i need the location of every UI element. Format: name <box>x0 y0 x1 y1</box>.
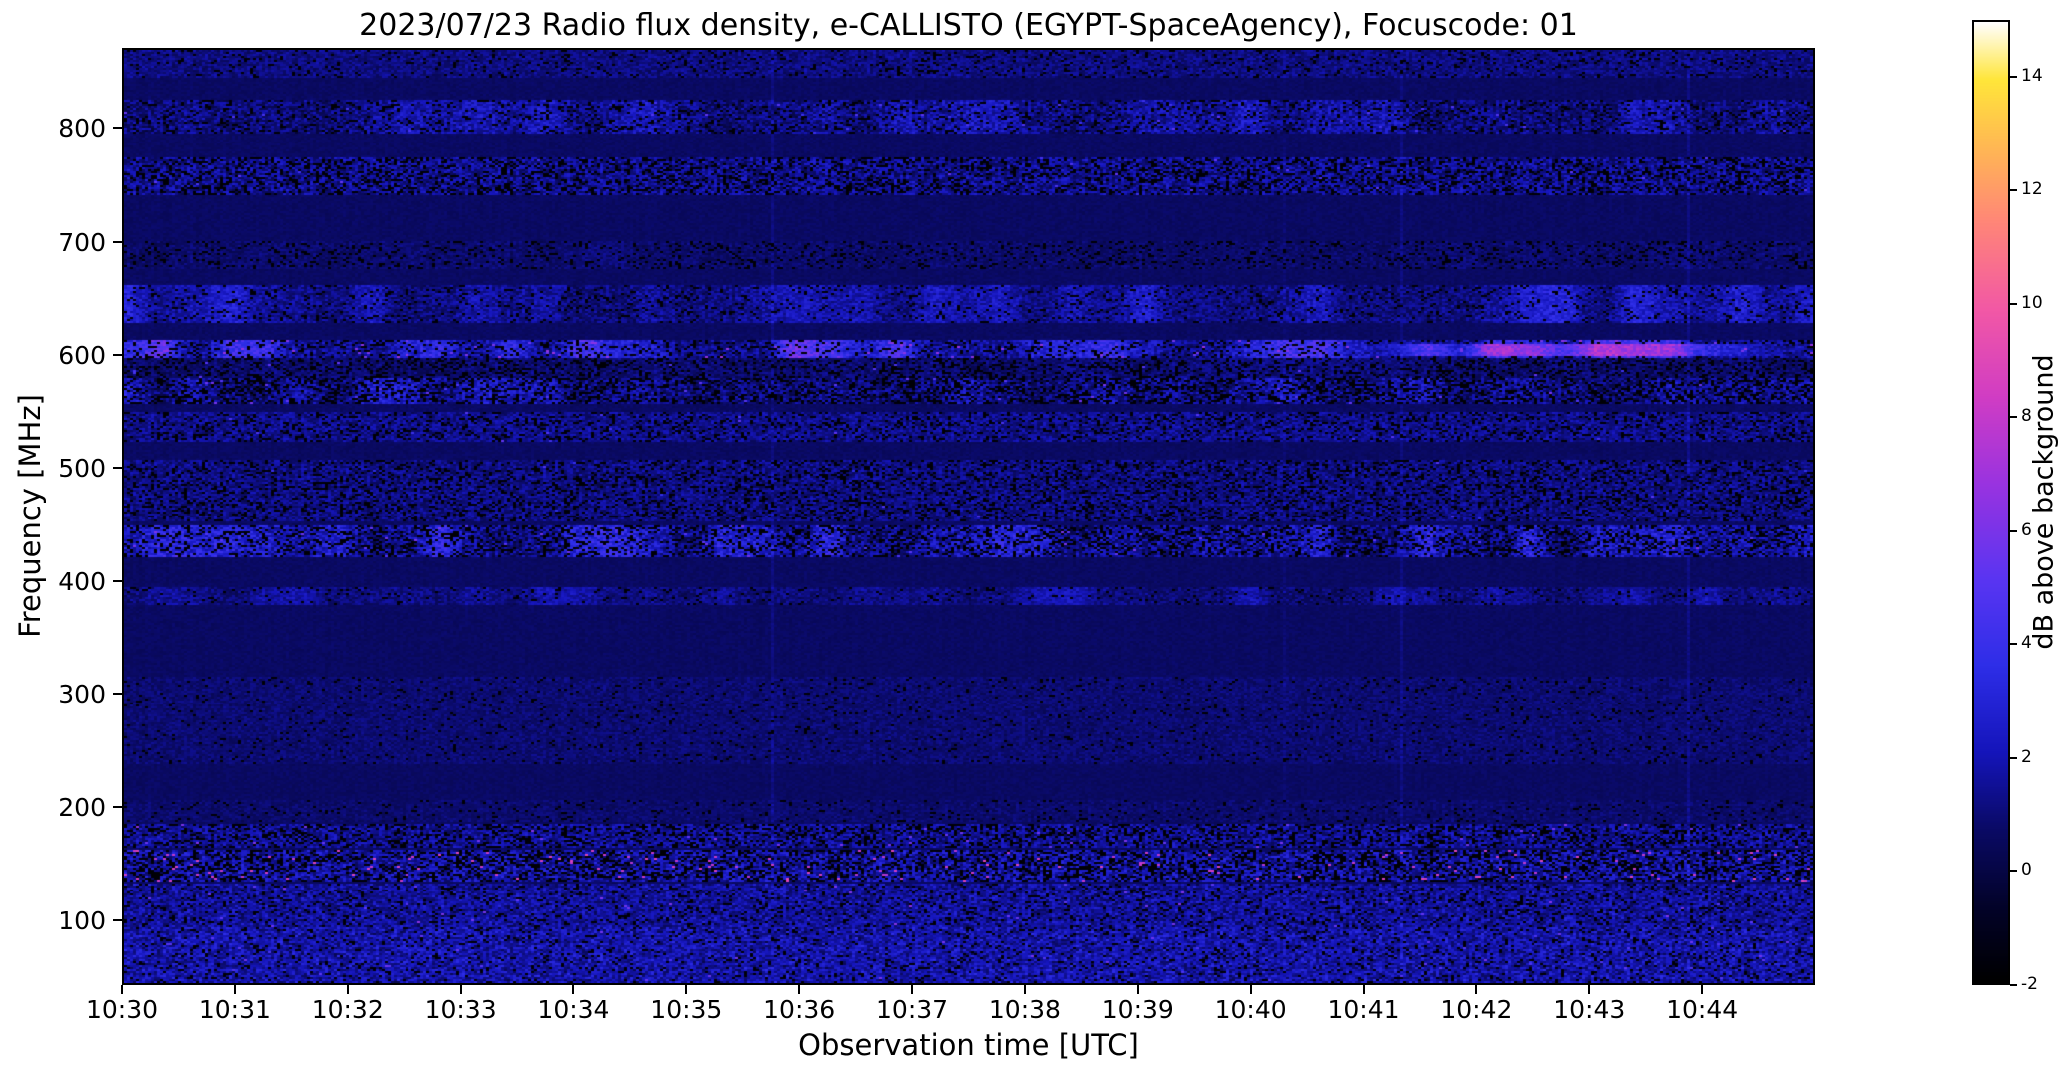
y-tick-label: 300 <box>58 680 106 710</box>
x-tick-label: 10:30 <box>85 995 159 1024</box>
colorbar-tick-label: 8 <box>2021 406 2032 427</box>
colorbar-tick-label: 14 <box>2021 65 2043 86</box>
y-tick-label: 600 <box>58 340 106 370</box>
colorbar-tick-label: 12 <box>2021 179 2043 200</box>
colorbar-tick-label: 10 <box>2021 292 2043 313</box>
x-tick-label: 10:42 <box>1440 995 1513 1024</box>
x-tick-label: 10:33 <box>424 995 497 1024</box>
y-axis-label: Frequency [MHz] <box>13 394 47 638</box>
x-tick-label: 10:38 <box>988 995 1061 1024</box>
y-tick-mark <box>113 240 122 243</box>
colorbar-tick-mark <box>2010 984 2017 986</box>
y-tick-mark <box>113 693 122 696</box>
colorbar-tick-mark <box>2010 75 2017 78</box>
x-tick-label: 10:41 <box>1327 995 1400 1024</box>
y-tick-mark <box>113 353 122 356</box>
y-tick-mark <box>113 127 122 130</box>
y-tick-label: 400 <box>58 567 106 596</box>
y-tick-label: 800 <box>58 114 106 144</box>
chart-title: 2023/07/23 Radio flux density, e-CALLIST… <box>359 8 1578 43</box>
y-tick-label: 500 <box>58 453 106 483</box>
colorbar-tick-mark <box>2010 189 2017 192</box>
colorbar-tick-mark <box>2010 416 2017 419</box>
x-tick-mark <box>1701 985 1704 994</box>
x-tick-mark <box>798 985 801 994</box>
x-tick-mark <box>1362 985 1365 994</box>
colorbar-tick-mark <box>2010 302 2017 305</box>
colorbar-gradient <box>1974 22 2008 983</box>
x-tick-mark <box>121 985 123 994</box>
x-tick-label: 10:36 <box>763 995 836 1024</box>
x-tick-mark <box>1249 985 1252 994</box>
x-tick-label: 10:40 <box>1214 995 1287 1024</box>
y-tick-mark <box>113 466 122 469</box>
colorbar-tick-label: 4 <box>2021 633 2032 654</box>
x-tick-mark <box>459 985 462 994</box>
colorbar-tick-mark <box>2010 756 2017 759</box>
colorbar-tick-label: -2 <box>2021 974 2038 994</box>
y-tick-label: 100 <box>58 906 106 936</box>
colorbar-tick-mark <box>2010 529 2017 532</box>
colorbar-tick-mark <box>2010 870 2017 873</box>
x-tick-label: 10:37 <box>876 995 949 1024</box>
x-tick-mark <box>911 985 914 994</box>
x-tick-mark <box>572 985 575 994</box>
x-tick-label: 10:35 <box>650 995 723 1024</box>
colorbar-tick-label: 0 <box>2021 860 2032 881</box>
colorbar-tick-label: 6 <box>2021 519 2032 540</box>
y-tick-label: 700 <box>58 227 106 257</box>
x-tick-mark <box>346 985 349 994</box>
y-tick-mark <box>113 580 122 582</box>
x-tick-mark <box>233 985 236 994</box>
x-tick-label: 10:43 <box>1553 995 1626 1024</box>
x-tick-label: 10:32 <box>311 995 384 1024</box>
colorbar-tick-label: 2 <box>2021 746 2032 767</box>
y-tick-mark <box>113 806 122 809</box>
x-axis-label: Observation time [UTC] <box>798 1028 1139 1062</box>
y-tick-mark <box>113 919 122 922</box>
spectrogram-heatmap <box>124 50 1813 983</box>
colorbar-label: dB above background <box>2028 354 2060 650</box>
x-tick-mark <box>1136 985 1139 994</box>
x-tick-mark <box>1023 985 1026 994</box>
x-tick-mark <box>1475 985 1478 994</box>
x-tick-mark <box>685 985 688 994</box>
colorbar <box>1972 20 2010 985</box>
x-tick-label: 10:34 <box>537 995 610 1024</box>
x-tick-label: 10:44 <box>1666 995 1739 1024</box>
x-tick-label: 10:39 <box>1101 995 1174 1024</box>
colorbar-tick-mark <box>2010 643 2017 646</box>
plot-area <box>122 48 1815 985</box>
x-tick-mark <box>1588 985 1591 994</box>
y-tick-label: 200 <box>58 793 106 823</box>
x-tick-label: 10:31 <box>198 995 271 1024</box>
